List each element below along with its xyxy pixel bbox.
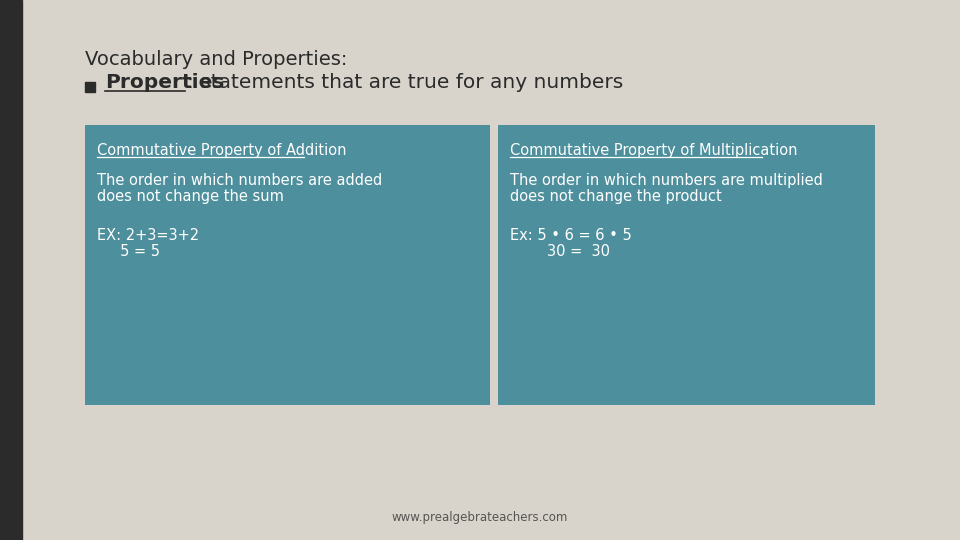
Bar [85,82,95,92]
Text: does not change the sum: does not change the sum [97,189,284,204]
Text: www.prealgebrateachers.com: www.prealgebrateachers.com [392,511,568,524]
Text: The order in which numbers are multiplied: The order in which numbers are multiplie… [510,173,823,188]
Text: Commutative Property of Addition: Commutative Property of Addition [97,143,347,158]
Text: Ex: 5 • 6 = 6 • 5: Ex: 5 • 6 = 6 • 5 [510,228,632,243]
FancyBboxPatch shape [498,125,875,405]
Text: Commutative Property of Multiplication: Commutative Property of Multiplication [510,143,798,158]
Text: Vocabulary and Properties:: Vocabulary and Properties: [85,50,348,69]
Text: EX: 2+3=3+2: EX: 2+3=3+2 [97,228,199,243]
Text: : statements that are true for any numbers: : statements that are true for any numbe… [187,72,623,91]
Text: does not change the product: does not change the product [510,189,722,204]
FancyBboxPatch shape [85,125,490,405]
Text: 30 =  30: 30 = 30 [510,244,610,259]
Text: The order in which numbers are added: The order in which numbers are added [97,173,382,188]
Bar [0,0,22,540]
Text: Properties: Properties [105,72,225,91]
Text: 5 = 5: 5 = 5 [97,244,160,259]
